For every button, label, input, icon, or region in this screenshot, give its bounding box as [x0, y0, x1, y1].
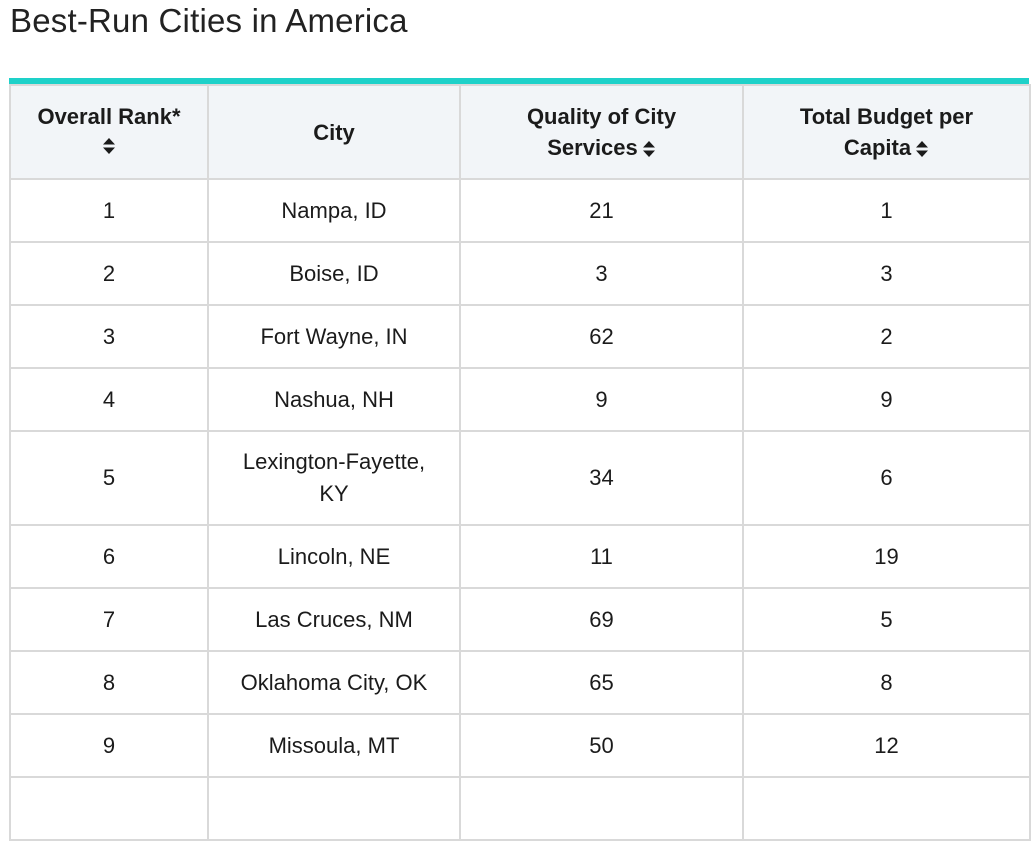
cell-budget: 1	[742, 178, 1031, 243]
cell-city: Fort Wayne, IN	[207, 304, 461, 369]
cell-budget: 12	[742, 713, 1031, 778]
cell-quality: 69	[459, 587, 744, 652]
table-row: 5 Lexington-Fayette, KY 34 6	[9, 430, 1031, 526]
cell-quality: 21	[459, 178, 744, 243]
header-city[interactable]: City	[207, 84, 461, 180]
table-row: 7 Las Cruces, NM 69 5	[9, 587, 1031, 652]
cell-budget: 19	[742, 524, 1031, 589]
cell-city: Missoula, MT	[207, 713, 461, 778]
cell-quality: 3	[459, 241, 744, 306]
rankings-table-wrapper: Overall Rank* City Quality of City Servi…	[9, 78, 1031, 841]
cell-quality: 65	[459, 650, 744, 715]
header-label: Overall Rank*	[37, 104, 181, 129]
cell-city: Lexington-Fayette, KY	[207, 430, 461, 526]
cell-rank	[9, 776, 209, 841]
cell-rank: 8	[9, 650, 209, 715]
sort-updown-icon[interactable]	[915, 140, 929, 158]
cell-city: Lincoln, NE	[207, 524, 461, 589]
table-row: 6 Lincoln, NE 11 19	[9, 524, 1031, 589]
cell-city: Las Cruces, NM	[207, 587, 461, 652]
cell-rank: 6	[9, 524, 209, 589]
header-label: Capita	[843, 135, 912, 160]
table-header-row: Overall Rank* City Quality of City Servi…	[9, 84, 1031, 180]
cell-quality	[459, 776, 744, 841]
header-label: Services	[547, 135, 638, 160]
cell-budget: 5	[742, 587, 1031, 652]
table-row: 9 Missoula, MT 50 12	[9, 713, 1031, 778]
cell-city: Nashua, NH	[207, 367, 461, 432]
cell-budget	[742, 776, 1031, 841]
cell-budget: 2	[742, 304, 1031, 369]
cell-city: Nampa, ID	[207, 178, 461, 243]
header-label: City	[313, 119, 355, 145]
table-row: 2 Boise, ID 3 3	[9, 241, 1031, 306]
cell-budget: 3	[742, 241, 1031, 306]
cell-quality: 11	[459, 524, 744, 589]
sort-updown-icon[interactable]	[29, 132, 189, 163]
cell-quality: 62	[459, 304, 744, 369]
cell-rank: 1	[9, 178, 209, 243]
cell-city: Oklahoma City, OK	[207, 650, 461, 715]
page-title: Best-Run Cities in America	[10, 2, 408, 39]
cell-rank: 5	[9, 430, 209, 526]
sort-updown-icon[interactable]	[642, 140, 656, 158]
cell-budget: 9	[742, 367, 1031, 432]
header-overall-rank[interactable]: Overall Rank*	[9, 84, 209, 180]
cell-quality: 9	[459, 367, 744, 432]
cell-quality: 50	[459, 713, 744, 778]
cell-budget: 8	[742, 650, 1031, 715]
cell-budget: 6	[742, 430, 1031, 526]
header-label: Quality of City	[526, 104, 677, 129]
table-row: 4 Nashua, NH 9 9	[9, 367, 1031, 432]
table-row	[9, 776, 1031, 841]
cell-rank: 2	[9, 241, 209, 306]
rankings-table: Overall Rank* City Quality of City Servi…	[9, 84, 1031, 841]
header-total-budget-per-capita[interactable]: Total Budget per Capita	[742, 84, 1031, 180]
cell-city: Boise, ID	[207, 241, 461, 306]
cell-rank: 3	[9, 304, 209, 369]
header-quality-of-city-services[interactable]: Quality of City Services	[459, 84, 744, 180]
table-row: 3 Fort Wayne, IN 62 2	[9, 304, 1031, 369]
cell-city	[207, 776, 461, 841]
cell-quality: 34	[459, 430, 744, 526]
cell-rank: 7	[9, 587, 209, 652]
table-row: 1 Nampa, ID 21 1	[9, 178, 1031, 243]
table-row: 8 Oklahoma City, OK 65 8	[9, 650, 1031, 715]
cell-rank: 4	[9, 367, 209, 432]
cell-rank: 9	[9, 713, 209, 778]
header-label: Total Budget per	[799, 104, 974, 129]
